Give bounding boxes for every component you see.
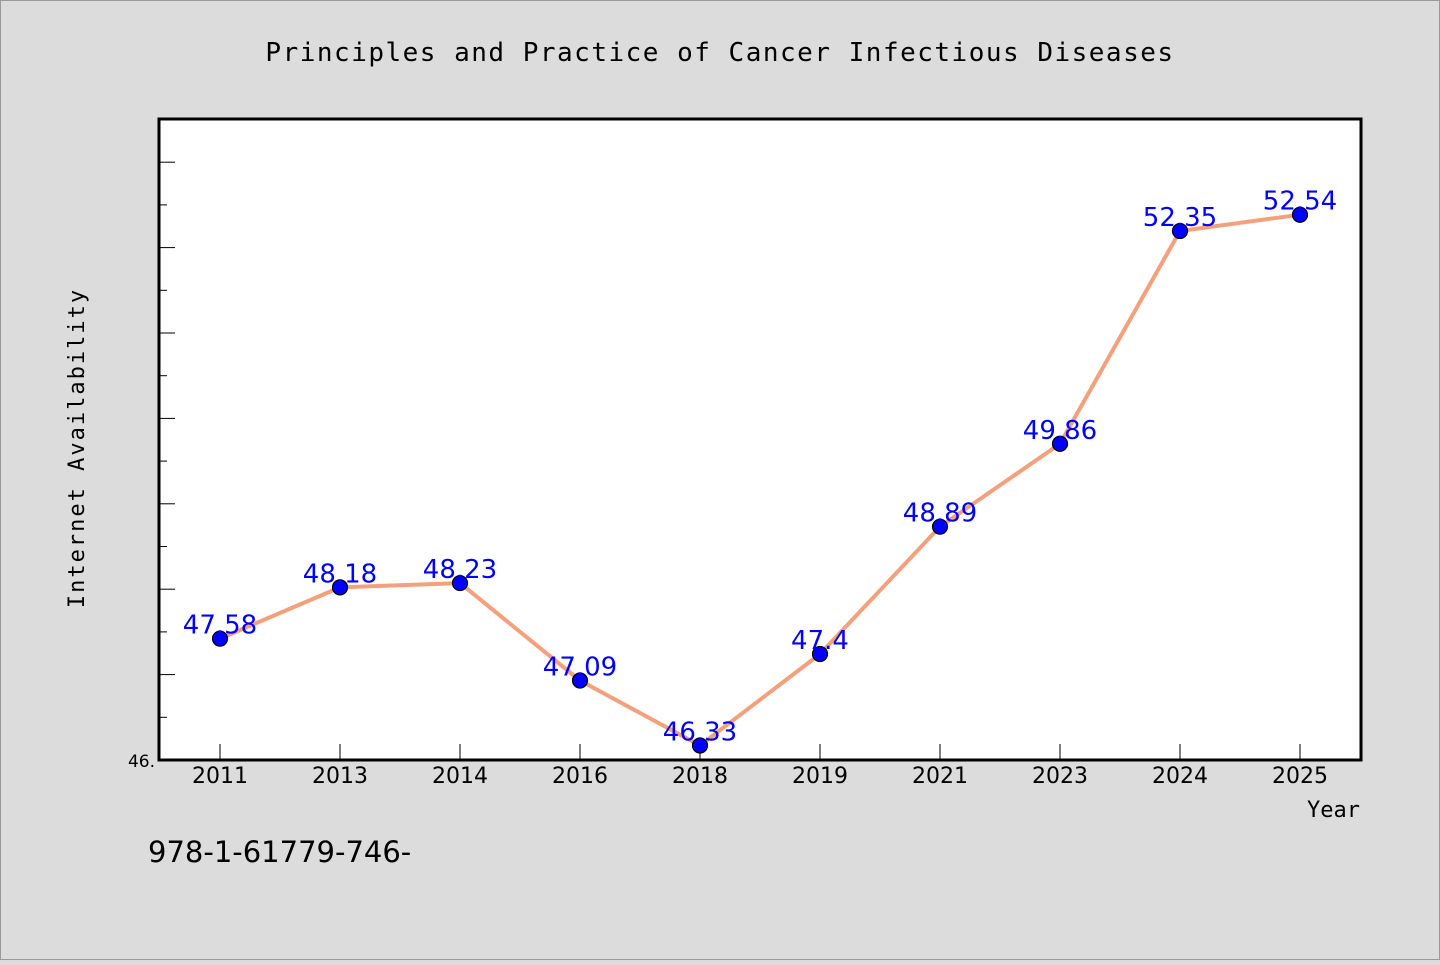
data-label: 52.35 — [1143, 203, 1217, 233]
data-point — [931, 518, 949, 535]
x-tick-label: 2021 — [912, 764, 968, 789]
data-label: 46.33 — [663, 717, 737, 747]
data-label: 47.58 — [183, 611, 257, 641]
data-label: 48.89 — [903, 499, 977, 529]
x-tick-label: 2023 — [1032, 764, 1088, 789]
x-tick-label: 2013 — [312, 764, 368, 789]
plot-area — [157, 117, 1363, 762]
series-line — [218, 212, 1302, 748]
data-label: 47.09 — [543, 653, 617, 683]
data-point — [571, 672, 589, 689]
data-point — [1291, 206, 1309, 223]
data-markers — [211, 206, 1309, 754]
data-label: 47.4 — [791, 626, 849, 656]
data-label: 48.23 — [423, 555, 497, 585]
y-axis-ticks — [159, 161, 175, 761]
x-tick-label: 2014 — [432, 764, 488, 789]
data-point — [1051, 435, 1069, 452]
x-tick-label: 2019 — [792, 764, 848, 789]
series-line-group — [218, 212, 1302, 748]
x-axis-label: Year — [1307, 798, 1360, 823]
x-tick-label: 2016 — [552, 764, 608, 789]
data-label: 49.86 — [1023, 416, 1097, 446]
chart-title: Principles and Practice of Cancer Infect… — [265, 38, 1174, 68]
data-labels: 47.58 48.18 48.23 47.09 46.33 47.4 48.89 49.86 5… — [183, 187, 1337, 748]
data-label: 48.18 — [303, 559, 377, 589]
x-axis-ticks — [219, 744, 1301, 760]
x-tick-label: 2011 — [192, 764, 248, 789]
data-point — [211, 630, 229, 647]
y-tick-label: 46. — [128, 752, 155, 772]
data-point — [1171, 222, 1189, 240]
footnote-text: 978-1-61779-746- — [148, 835, 411, 869]
x-tick-labels: 2011 2013 2014 2016 2018 2019 2021 2023 2024 2025 — [192, 764, 1328, 789]
x-tick-label: 2024 — [1152, 764, 1208, 789]
data-point — [811, 645, 829, 663]
data-point — [331, 579, 349, 596]
data-point — [691, 737, 709, 754]
data-label: 52.54 — [1263, 187, 1337, 217]
x-tick-label: 2025 — [1272, 764, 1328, 789]
data-point — [451, 574, 469, 592]
y-axis-label: Internet Availability — [65, 288, 90, 608]
x-tick-label: 2018 — [672, 764, 728, 789]
